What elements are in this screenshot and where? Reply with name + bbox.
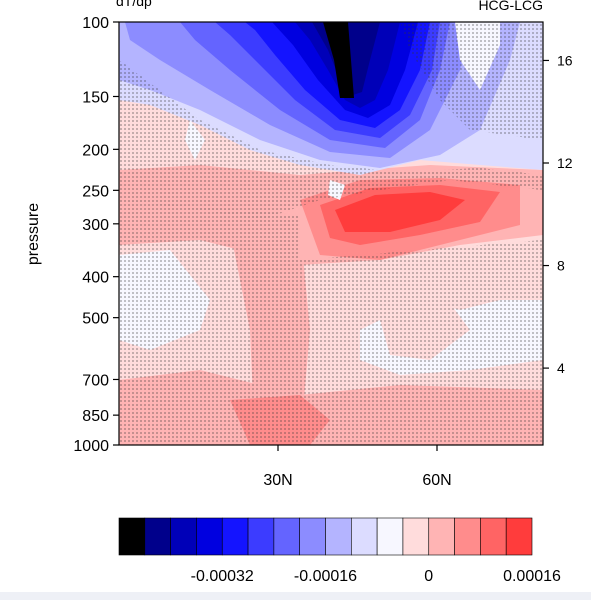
x-axis: 30N 60N bbox=[263, 445, 452, 489]
plot-frame bbox=[118, 21, 544, 446]
stippling-lower bbox=[119, 200, 300, 445]
colorbar-swatch bbox=[402, 517, 430, 556]
chart-title-right: HCG-LCG bbox=[478, 0, 543, 13]
y-tick-label: 500 bbox=[82, 311, 109, 328]
y-tick-label: 100 bbox=[82, 15, 109, 32]
y-axis-label: pressure bbox=[25, 203, 42, 265]
y-axis-right: 16 12 8 4 bbox=[543, 52, 573, 376]
colorbar-swatch bbox=[299, 517, 326, 556]
stippling-right bbox=[300, 240, 543, 445]
stippling-upper bbox=[119, 60, 543, 220]
y-right-tick-label: 12 bbox=[557, 155, 573, 171]
y-tick-label: 400 bbox=[82, 270, 109, 287]
chart-title-left: dT/dp bbox=[116, 0, 152, 9]
colorbar-swatch bbox=[376, 517, 404, 556]
colorbar-swatch bbox=[428, 517, 455, 556]
colorbar: -0.00032 -0.00016 0 0.00016 bbox=[118, 517, 561, 585]
y-right-tick-label: 4 bbox=[557, 360, 565, 376]
y-tick-label: 200 bbox=[82, 142, 109, 159]
colorbar-swatch bbox=[351, 517, 378, 556]
x-tick-label: 60N bbox=[422, 472, 451, 489]
colorbar-swatch bbox=[247, 517, 275, 556]
colorbar-swatch bbox=[273, 517, 300, 556]
y-right-tick-label: 16 bbox=[557, 52, 573, 68]
colorbar-swatch bbox=[196, 517, 223, 556]
colorbar-swatch bbox=[454, 517, 481, 556]
colorbar-swatch bbox=[505, 517, 533, 556]
y-tick-label: 150 bbox=[82, 89, 109, 106]
colorbar-tick-label: 0 bbox=[424, 568, 433, 585]
colorbar-swatch bbox=[480, 517, 507, 556]
y-axis-left: 100 150 200 250 300 400 500 700 850 1000 bbox=[73, 15, 119, 455]
colorbar-swatch bbox=[118, 517, 146, 556]
x-tick-label: 30N bbox=[263, 472, 292, 489]
y-right-tick-label: 8 bbox=[557, 258, 565, 274]
y-tick-label: 850 bbox=[82, 408, 109, 425]
colorbar-swatch bbox=[325, 517, 352, 556]
y-tick-label: 700 bbox=[82, 372, 109, 389]
colorbar-swatch bbox=[221, 517, 249, 556]
y-tick-label: 250 bbox=[82, 183, 109, 200]
y-tick-label: 300 bbox=[82, 217, 109, 234]
colorbar-swatch bbox=[170, 517, 197, 556]
stippling-topright bbox=[400, 22, 543, 140]
bottom-strip bbox=[0, 592, 591, 600]
colorbar-tick-label: -0.00016 bbox=[294, 568, 357, 585]
colorbar-tick-label: 0.00016 bbox=[503, 568, 561, 585]
plot-area bbox=[119, 22, 543, 445]
field-red-3 bbox=[335, 192, 465, 232]
field-black-core bbox=[323, 22, 354, 98]
colorbar-swatch bbox=[144, 517, 171, 556]
colorbar-tick-label: -0.00032 bbox=[191, 568, 254, 585]
y-tick-label: 1000 bbox=[73, 438, 109, 455]
